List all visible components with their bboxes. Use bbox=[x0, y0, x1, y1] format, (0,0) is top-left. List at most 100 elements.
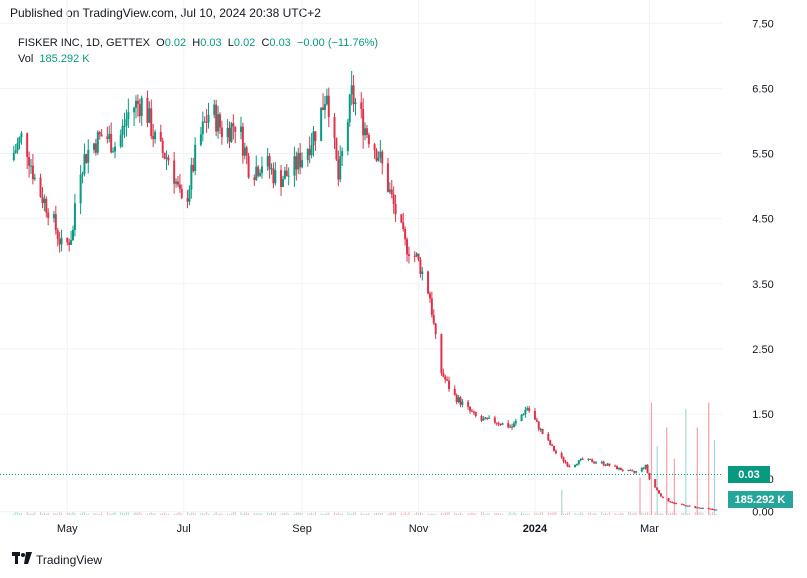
candle-body bbox=[589, 458, 592, 460]
candle-body bbox=[159, 131, 162, 141]
volume-bar bbox=[715, 513, 717, 515]
candle-body bbox=[470, 410, 473, 412]
volume-bar bbox=[154, 513, 156, 515]
candle-body bbox=[31, 165, 34, 180]
volume-bar bbox=[643, 513, 645, 515]
volume-bar bbox=[580, 512, 582, 515]
candle-body bbox=[528, 408, 531, 411]
low-value: 0.02 bbox=[233, 37, 256, 49]
volume-bar bbox=[328, 512, 330, 515]
volume-tag-label: 185.292 K bbox=[735, 494, 786, 506]
volume-bar bbox=[28, 513, 30, 515]
candle-body bbox=[192, 165, 195, 172]
candle-body bbox=[138, 104, 141, 117]
volume-bar bbox=[335, 513, 337, 515]
volume-bar bbox=[484, 513, 486, 515]
candle-body bbox=[98, 131, 101, 135]
volume-bar bbox=[454, 512, 456, 515]
candle-body bbox=[112, 151, 115, 153]
candle-body bbox=[281, 179, 284, 187]
volume-bar bbox=[366, 513, 368, 515]
candle-body bbox=[375, 150, 378, 161]
candle-body bbox=[106, 136, 109, 139]
candle-body bbox=[606, 463, 609, 466]
candle-body bbox=[56, 230, 59, 240]
candle-body bbox=[512, 423, 515, 428]
candle-body bbox=[341, 151, 344, 157]
volume-bar bbox=[194, 513, 196, 515]
volume-bar bbox=[40, 512, 42, 515]
candle-body bbox=[533, 410, 536, 420]
volume-bar bbox=[711, 512, 713, 515]
candle-body bbox=[18, 137, 21, 143]
volume-bar bbox=[213, 513, 215, 515]
candle-body bbox=[566, 462, 569, 466]
candle-body bbox=[453, 389, 456, 395]
candle-body bbox=[140, 97, 143, 117]
candle-body bbox=[619, 467, 622, 471]
volume-bar bbox=[582, 512, 584, 515]
symbol-label[interactable]: FISKER INC, 1D, GETTEX bbox=[18, 37, 151, 49]
volume-row: Vol 185.292 K bbox=[18, 51, 378, 67]
volume-bar bbox=[15, 512, 17, 515]
volume-bar bbox=[431, 513, 433, 515]
candle-body bbox=[243, 147, 246, 156]
volume-bar bbox=[148, 513, 150, 515]
candle-body bbox=[659, 493, 662, 497]
candle-body bbox=[524, 409, 527, 415]
volume-bar bbox=[152, 513, 154, 515]
candle-body bbox=[648, 472, 651, 480]
volume-bar bbox=[112, 512, 114, 515]
candle-body bbox=[459, 397, 462, 405]
candle-body bbox=[293, 156, 296, 176]
candle-body bbox=[94, 143, 97, 153]
volume-bar bbox=[82, 512, 84, 515]
chart-grid bbox=[0, 0, 722, 515]
volume-spike bbox=[685, 408, 687, 515]
volume-bar bbox=[521, 512, 523, 515]
volume-bar bbox=[402, 513, 404, 515]
volume-bar bbox=[364, 513, 366, 515]
x-tick-label: May bbox=[57, 523, 78, 535]
volume-bar bbox=[353, 512, 355, 515]
volume-bar bbox=[17, 512, 19, 515]
candle-body bbox=[428, 293, 431, 299]
candle-body bbox=[14, 150, 17, 153]
volume-bar bbox=[522, 513, 524, 515]
volume-bar bbox=[43, 512, 45, 515]
volume-bar bbox=[167, 513, 169, 515]
candle-body bbox=[713, 509, 716, 511]
candle-body bbox=[154, 131, 157, 140]
volume-bar bbox=[181, 513, 183, 515]
time-axis[interactable]: May Jul Sep Nov 2024 Mar bbox=[57, 523, 659, 535]
candle-body bbox=[407, 254, 410, 257]
volume-bar bbox=[687, 513, 689, 515]
volume-bar bbox=[406, 513, 408, 515]
candle-body bbox=[312, 131, 315, 146]
volume-bar bbox=[141, 513, 143, 515]
candle-body bbox=[73, 203, 76, 230]
volume-bar bbox=[146, 513, 148, 515]
candle-body bbox=[604, 464, 607, 466]
volume-bar bbox=[700, 512, 702, 515]
price-axis[interactable]: 7.506.505.504.503.502.501.500.500.00 bbox=[752, 18, 773, 518]
volume-spike bbox=[673, 458, 675, 515]
candle-body bbox=[574, 464, 577, 468]
candle-body bbox=[220, 127, 223, 138]
volume-bar bbox=[200, 513, 202, 515]
volume-bar bbox=[355, 512, 357, 515]
candle-body bbox=[285, 170, 288, 177]
brand[interactable]: TradingView bbox=[12, 552, 102, 567]
candle-body bbox=[125, 119, 128, 126]
volume-spike bbox=[650, 402, 653, 515]
volume-bar bbox=[509, 512, 511, 515]
volume-bar bbox=[375, 512, 377, 515]
candle-body bbox=[537, 421, 540, 430]
candle-body bbox=[213, 104, 216, 115]
candle-body bbox=[379, 151, 382, 158]
candle-body bbox=[633, 471, 636, 473]
volume-bar bbox=[710, 513, 712, 515]
volume-bar bbox=[137, 512, 139, 515]
candle-body bbox=[108, 133, 111, 139]
